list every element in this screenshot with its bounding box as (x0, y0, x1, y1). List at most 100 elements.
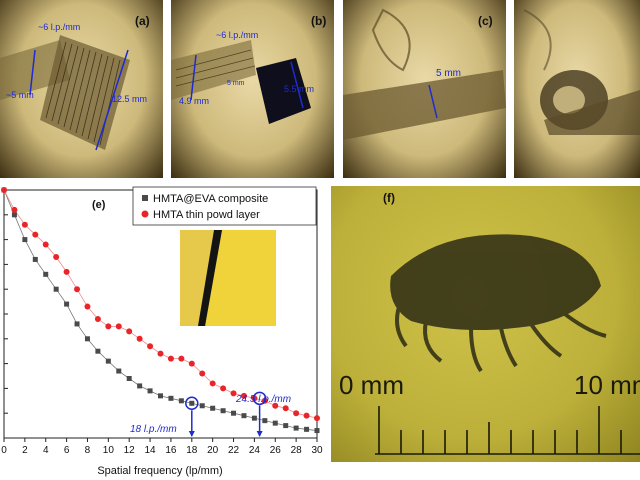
data-point (1, 187, 7, 193)
data-point (220, 408, 226, 414)
data-point (105, 323, 112, 330)
annotation-square: 5.5 mm (284, 84, 315, 94)
data-point (74, 321, 80, 327)
data-point (11, 212, 17, 218)
data-point (95, 348, 101, 354)
x-tick-label: 22 (228, 445, 240, 456)
data-point (231, 410, 237, 416)
data-point (105, 358, 111, 364)
annotation-circle (185, 396, 199, 411)
data-point (147, 343, 154, 350)
panel-e-chart: 0 2 4 6 8 10 12 14 16 18 20 22 24 26 28 30 HMTA@EVA com… (0, 184, 325, 480)
annotation-18: 18 l.p./mm (130, 424, 177, 435)
data-point (158, 393, 163, 399)
x-tick-label: 0 (1, 445, 7, 456)
panel-label: (b) (311, 14, 327, 28)
data-point (282, 405, 289, 412)
data-point (178, 355, 185, 362)
dimension-line (29, 49, 36, 96)
x-tick-label: 14 (145, 445, 157, 456)
x-tick-label: 2 (22, 445, 28, 456)
annotation-lp: ~6 l.p./mm (216, 30, 259, 40)
x-tick-label: 6 (64, 445, 70, 456)
data-point (168, 395, 174, 401)
data-point (251, 395, 258, 402)
panel-c-image (343, 8, 506, 140)
data-point (74, 286, 81, 293)
x-tick-label: 30 (311, 445, 323, 456)
data-point (84, 336, 90, 342)
data-point (304, 426, 310, 432)
data-point (188, 360, 195, 367)
data-point (32, 256, 38, 262)
data-point (136, 335, 143, 342)
data-point (241, 413, 247, 419)
annotation-24-5: 24.5 l.p./mm (235, 394, 291, 405)
panel-d-image (523, 9, 640, 135)
data-point (53, 286, 59, 292)
data-point (303, 412, 310, 419)
panel-f-image: 0 mm 10 mm (f) (339, 191, 640, 455)
data-point (64, 301, 70, 307)
panel-f: 0 mm 10 mm (f) (331, 186, 640, 462)
inset-image (180, 230, 276, 326)
data-point (84, 303, 91, 310)
data-point (126, 375, 132, 381)
annotation-length: 12.5 mm (112, 94, 148, 104)
data-point (209, 380, 216, 387)
scale-label-right: 10 mm (574, 370, 640, 400)
data-point (251, 415, 257, 421)
data-point (116, 368, 122, 374)
mtf-chart: 0 2 4 6 8 10 12 14 16 18 20 22 24 26 28 30 HMTA@EVA com… (1, 186, 323, 477)
panel-label: (f) (383, 191, 395, 205)
panel-a-image (0, 35, 130, 151)
annotation-lp: ~6 l.p./mm (38, 22, 81, 32)
x-tick-label: 24 (249, 445, 261, 456)
data-point (147, 388, 153, 394)
data-point (293, 410, 300, 417)
data-point (63, 268, 70, 275)
panel-label: (c) (478, 14, 493, 28)
panel-b: (b) ~6 l.p./mm 4.9 mm 5 mm 5.5 mm (171, 0, 334, 178)
legend-marker (141, 210, 149, 218)
panel-b-image (171, 40, 311, 124)
data-point (53, 253, 60, 260)
data-point (32, 231, 39, 238)
data-point (94, 315, 101, 322)
panel-label: (a) (135, 14, 150, 28)
data-point (314, 415, 320, 422)
annotation-circle (252, 391, 267, 406)
dimension-line (95, 49, 129, 151)
annotation-width: 5 mm (436, 68, 461, 79)
legend: HMTA@EVA composite HMTA thin powd layer (132, 186, 317, 226)
annotation-left: 4.9 mm (179, 96, 210, 106)
scale-label-left: 0 mm (339, 370, 404, 400)
data-point (199, 370, 206, 377)
x-tick-label: 12 (124, 445, 136, 456)
data-point (189, 400, 195, 406)
data-point (199, 403, 205, 409)
data-point (220, 385, 227, 392)
legend-entry: HMTA@EVA composite (153, 193, 268, 205)
x-tick-label: 10 (103, 445, 115, 456)
data-point (283, 423, 289, 429)
legend-marker (142, 195, 148, 201)
annotation-left: ~5 mm (6, 90, 34, 100)
annotation-arrowhead (256, 431, 263, 437)
x-axis-label: Spatial frequency (lp/mm) (97, 465, 222, 477)
data-point (22, 237, 28, 243)
amphipod-silhouette (390, 234, 607, 373)
legend-entry: HMTA thin powd layer (153, 209, 260, 221)
dimension-line (428, 84, 438, 119)
ruler (375, 406, 640, 455)
annotation-small: 5 mm (227, 80, 245, 87)
x-tick-label: 20 (207, 445, 219, 456)
panel-d (514, 0, 640, 178)
data-point (262, 418, 268, 424)
data-point (126, 328, 133, 335)
data-point (11, 206, 18, 213)
data-point (240, 392, 247, 399)
data-point (272, 420, 278, 426)
data-point (115, 323, 122, 330)
panel-a: (a) ~6 l.p./mm ~5 mm 12.5 mm (0, 0, 163, 178)
